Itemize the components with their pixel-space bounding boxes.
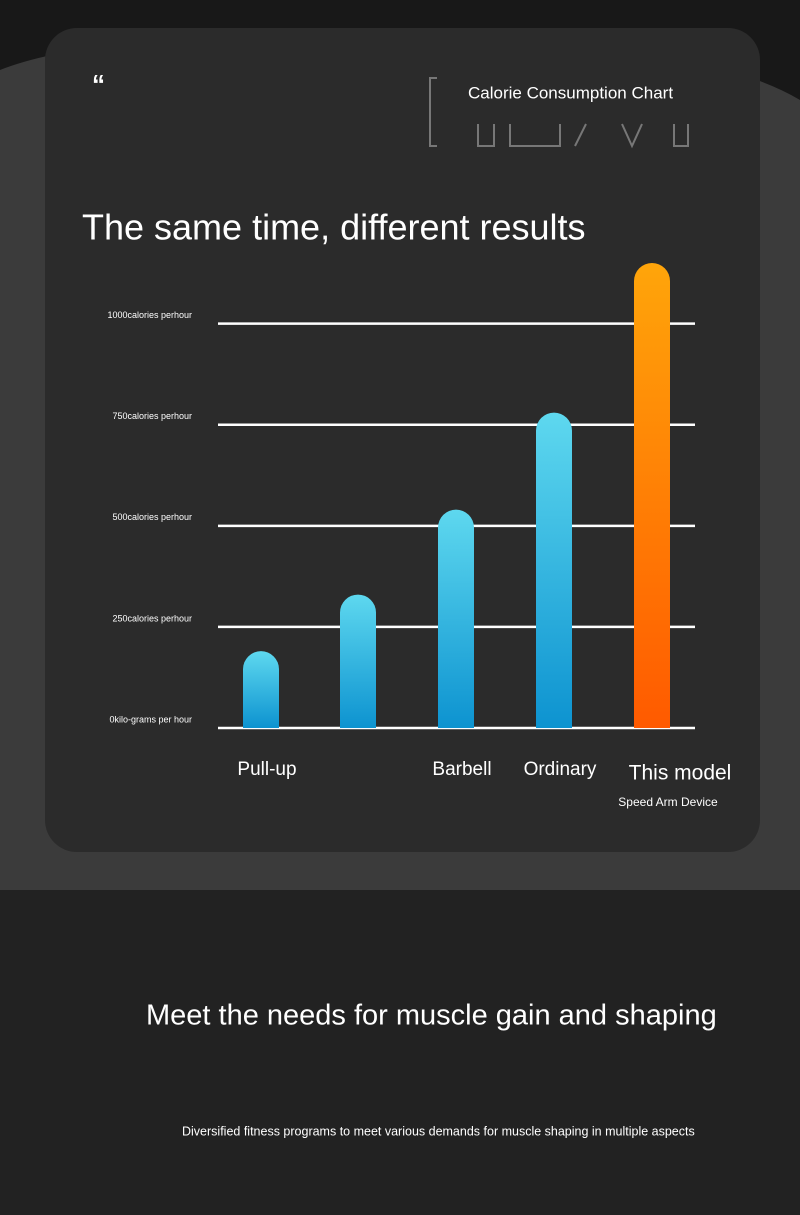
bar: [536, 412, 572, 728]
bar: [243, 651, 279, 728]
y-tick-label: 0kilo-grams per hour: [109, 714, 192, 724]
bar: [438, 509, 474, 728]
card: [45, 28, 760, 852]
x-tick-label: Pull-up: [237, 759, 296, 780]
bar: [634, 263, 670, 728]
lower-background: [0, 890, 800, 1210]
header-label: Calorie Consumption Chart: [468, 83, 673, 102]
chart-title: The same time, different results: [82, 207, 586, 248]
section-text: Diversified fitness programs to meet var…: [182, 1124, 695, 1138]
y-tick-label: 750calories perhour: [112, 411, 192, 421]
x-tick-label: Barbell: [432, 759, 491, 780]
y-tick-label: 250calories perhour: [112, 613, 192, 623]
x-tick-label: This model: [629, 762, 732, 785]
annotation: Speed Arm Device: [618, 795, 718, 809]
x-tick-label: Ordinary: [524, 759, 597, 780]
y-tick-label: 1000calories perhour: [107, 310, 192, 320]
decorative-letters: [429, 77, 689, 149]
quote-mark: “: [92, 69, 105, 99]
top-shadow: [0, 0, 800, 100]
section-heading: Meet the needs for muscle gain and shapi…: [146, 1000, 717, 1032]
y-tick-label: 500calories perhour: [112, 512, 192, 522]
bar: [340, 594, 376, 728]
